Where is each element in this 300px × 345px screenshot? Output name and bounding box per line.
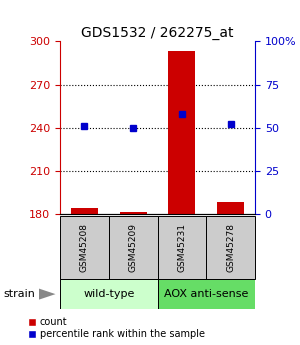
Bar — [158, 279, 255, 309]
Text: wild-type: wild-type — [83, 289, 134, 299]
Bar — [169, 51, 195, 214]
Text: GSM45208: GSM45208 — [80, 223, 89, 272]
Legend: count, percentile rank within the sample: count, percentile rank within the sample — [29, 317, 205, 339]
Text: strain: strain — [3, 289, 35, 299]
Bar — [158, 216, 206, 279]
Text: GSM45209: GSM45209 — [129, 223, 138, 272]
Bar — [217, 203, 244, 214]
Bar — [60, 279, 158, 309]
Title: GDS1532 / 262275_at: GDS1532 / 262275_at — [81, 26, 234, 40]
Bar — [60, 216, 109, 279]
Bar — [206, 216, 255, 279]
Polygon shape — [39, 288, 56, 299]
Bar — [120, 213, 146, 214]
Bar — [71, 208, 98, 214]
Bar — [109, 216, 158, 279]
Text: AOX anti-sense: AOX anti-sense — [164, 289, 248, 299]
Text: GSM45278: GSM45278 — [226, 223, 235, 272]
Text: GSM45231: GSM45231 — [177, 223, 186, 272]
